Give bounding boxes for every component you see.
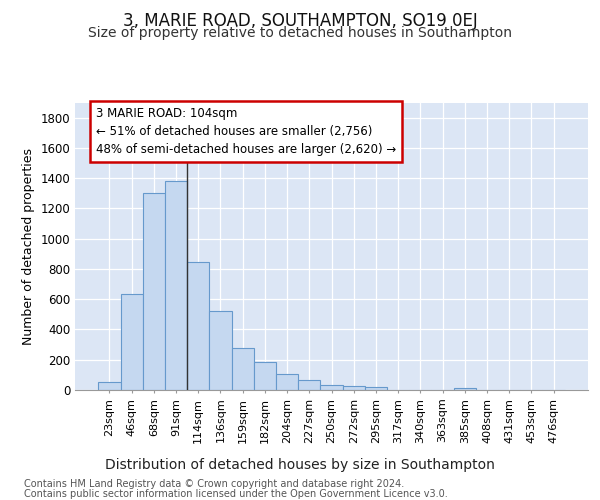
Bar [298, 380, 320, 390]
Text: Contains HM Land Registry data © Crown copyright and database right 2024.: Contains HM Land Registry data © Crown c… [24, 479, 404, 489]
Bar [254, 362, 276, 390]
Text: 3 MARIE ROAD: 104sqm
← 51% of detached houses are smaller (2,756)
48% of semi-de: 3 MARIE ROAD: 104sqm ← 51% of detached h… [95, 107, 396, 156]
Text: Distribution of detached houses by size in Southampton: Distribution of detached houses by size … [105, 458, 495, 471]
Bar [187, 262, 209, 390]
Bar [276, 374, 298, 390]
Bar [454, 388, 476, 390]
Bar [209, 310, 232, 390]
Y-axis label: Number of detached properties: Number of detached properties [22, 148, 35, 345]
Text: 3, MARIE ROAD, SOUTHAMPTON, SO19 0EJ: 3, MARIE ROAD, SOUTHAMPTON, SO19 0EJ [122, 12, 478, 30]
Bar [165, 181, 187, 390]
Text: Contains public sector information licensed under the Open Government Licence v3: Contains public sector information licen… [24, 489, 448, 499]
Bar [143, 192, 165, 390]
Bar [343, 386, 365, 390]
Bar [98, 382, 121, 390]
Bar [121, 294, 143, 390]
Bar [365, 387, 387, 390]
Bar [320, 384, 343, 390]
Text: Size of property relative to detached houses in Southampton: Size of property relative to detached ho… [88, 26, 512, 40]
Bar [232, 348, 254, 390]
